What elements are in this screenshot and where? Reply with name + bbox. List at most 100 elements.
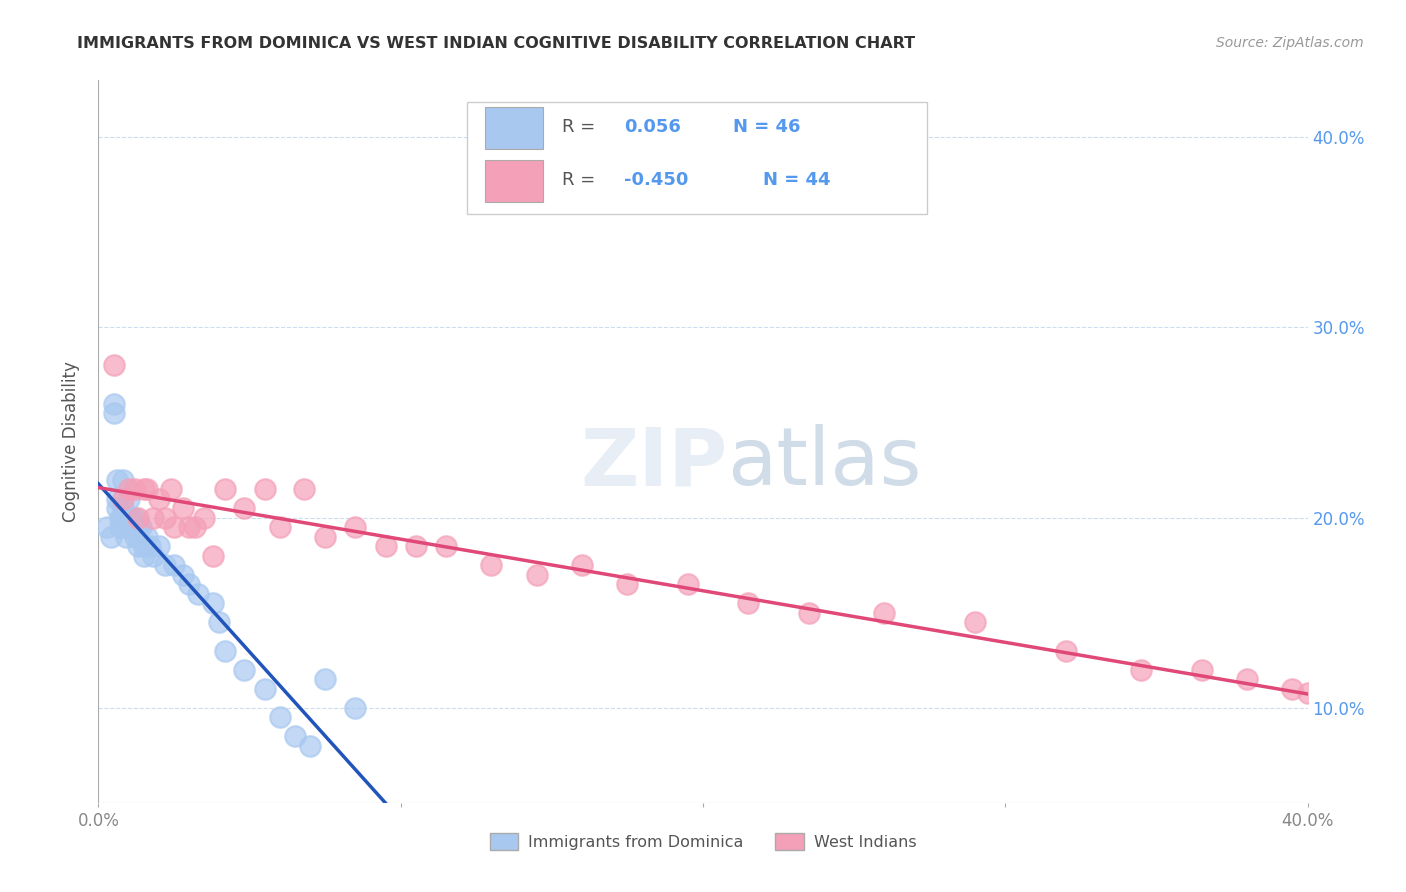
Point xyxy=(163,558,186,573)
Point xyxy=(873,606,896,620)
Point xyxy=(127,520,149,534)
Point xyxy=(187,587,209,601)
Point xyxy=(179,577,201,591)
Point xyxy=(163,520,186,534)
Point xyxy=(405,539,427,553)
Y-axis label: Cognitive Disability: Cognitive Disability xyxy=(62,361,80,522)
Point xyxy=(153,558,176,573)
Point xyxy=(193,510,215,524)
Point xyxy=(284,729,307,743)
Point xyxy=(160,482,183,496)
Point xyxy=(571,558,593,573)
Point xyxy=(214,482,236,496)
Point xyxy=(103,359,125,373)
Point xyxy=(111,510,134,524)
Point xyxy=(103,406,125,420)
Point xyxy=(179,520,201,534)
Point xyxy=(142,549,165,563)
Point xyxy=(797,606,820,620)
Legend: Immigrants from Dominica, West Indians: Immigrants from Dominica, West Indians xyxy=(484,827,922,856)
Point xyxy=(111,501,134,516)
Point xyxy=(172,567,194,582)
Point xyxy=(1130,663,1153,677)
Point xyxy=(269,520,291,534)
Point xyxy=(135,530,157,544)
Point xyxy=(111,491,134,506)
Point xyxy=(127,510,149,524)
Text: 0.056: 0.056 xyxy=(624,119,682,136)
Point xyxy=(1054,643,1077,657)
Point xyxy=(132,482,155,496)
Text: -0.450: -0.450 xyxy=(624,171,689,189)
Point xyxy=(208,615,231,630)
Point xyxy=(214,643,236,657)
FancyBboxPatch shape xyxy=(485,160,543,202)
Point xyxy=(153,510,176,524)
Text: atlas: atlas xyxy=(727,425,921,502)
Point xyxy=(616,577,638,591)
Point xyxy=(1327,691,1350,706)
Point xyxy=(374,539,396,553)
Point xyxy=(108,520,131,534)
Point xyxy=(132,539,155,553)
Point xyxy=(253,482,276,496)
Point xyxy=(108,510,131,524)
Point xyxy=(139,539,162,553)
Point xyxy=(184,520,207,534)
Point xyxy=(299,739,322,753)
Text: R =: R = xyxy=(561,119,595,136)
Point xyxy=(526,567,548,582)
Point xyxy=(148,539,170,553)
Point xyxy=(1236,672,1258,686)
Point xyxy=(114,530,136,544)
Point xyxy=(202,596,225,610)
Point xyxy=(1281,681,1303,696)
Point xyxy=(965,615,987,630)
Point xyxy=(148,491,170,506)
Point xyxy=(96,520,118,534)
Text: Source: ZipAtlas.com: Source: ZipAtlas.com xyxy=(1216,36,1364,50)
Point xyxy=(118,482,141,496)
Point xyxy=(269,710,291,724)
Point xyxy=(676,577,699,591)
Point xyxy=(118,520,141,534)
Point xyxy=(118,510,141,524)
Point xyxy=(105,501,128,516)
Point xyxy=(111,473,134,487)
Point xyxy=(344,700,367,714)
FancyBboxPatch shape xyxy=(485,107,543,149)
Point xyxy=(124,510,146,524)
Text: R =: R = xyxy=(561,171,595,189)
Point xyxy=(105,491,128,506)
Point xyxy=(314,530,336,544)
Point xyxy=(1191,663,1213,677)
Point xyxy=(114,520,136,534)
Point xyxy=(103,396,125,410)
Point xyxy=(124,482,146,496)
Point xyxy=(142,510,165,524)
Point xyxy=(292,482,315,496)
Point xyxy=(344,520,367,534)
Point xyxy=(118,491,141,506)
Point xyxy=(129,520,152,534)
Point xyxy=(434,539,457,553)
Text: ZIP: ZIP xyxy=(579,425,727,502)
Point xyxy=(737,596,759,610)
Point xyxy=(1357,710,1379,724)
FancyBboxPatch shape xyxy=(467,102,927,214)
Text: IMMIGRANTS FROM DOMINICA VS WEST INDIAN COGNITIVE DISABILITY CORRELATION CHART: IMMIGRANTS FROM DOMINICA VS WEST INDIAN … xyxy=(77,36,915,51)
Point xyxy=(253,681,276,696)
Point xyxy=(127,539,149,553)
Point xyxy=(121,510,143,524)
Point xyxy=(1296,685,1319,699)
Point xyxy=(135,482,157,496)
Point xyxy=(132,549,155,563)
Point xyxy=(232,501,254,516)
Point xyxy=(124,530,146,544)
Point xyxy=(121,520,143,534)
Point xyxy=(314,672,336,686)
Text: N = 46: N = 46 xyxy=(734,119,801,136)
Text: N = 44: N = 44 xyxy=(763,171,831,189)
Point xyxy=(481,558,503,573)
Point xyxy=(232,663,254,677)
